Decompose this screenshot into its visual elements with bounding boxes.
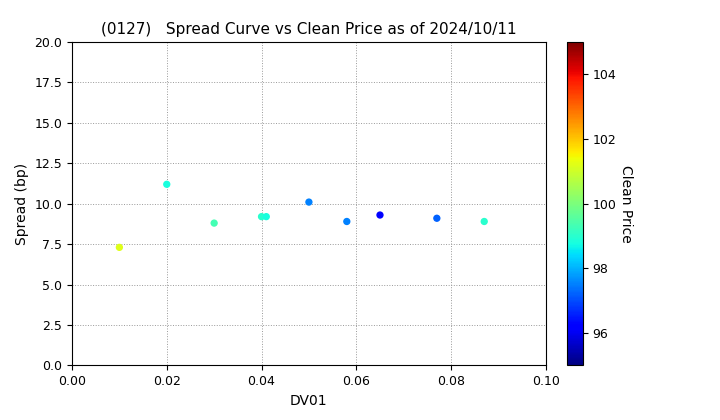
Point (261, 213, 272, 220)
X-axis label: DV01: DV01 (290, 394, 328, 408)
Point (161, 181, 173, 188)
Point (114, 244, 125, 251)
Y-axis label: Clean Price: Clean Price (619, 165, 633, 243)
Y-axis label: Spread (bp): Spread (bp) (15, 163, 29, 245)
Point (208, 220, 220, 226)
Point (303, 199, 315, 205)
Point (431, 215, 443, 222)
Point (374, 212, 386, 218)
Point (479, 218, 490, 225)
Title: (0127)   Spread Curve vs Clean Price as of 2024/10/11: (0127) Spread Curve vs Clean Price as of… (101, 22, 517, 37)
Point (256, 213, 267, 220)
Point (341, 218, 353, 225)
